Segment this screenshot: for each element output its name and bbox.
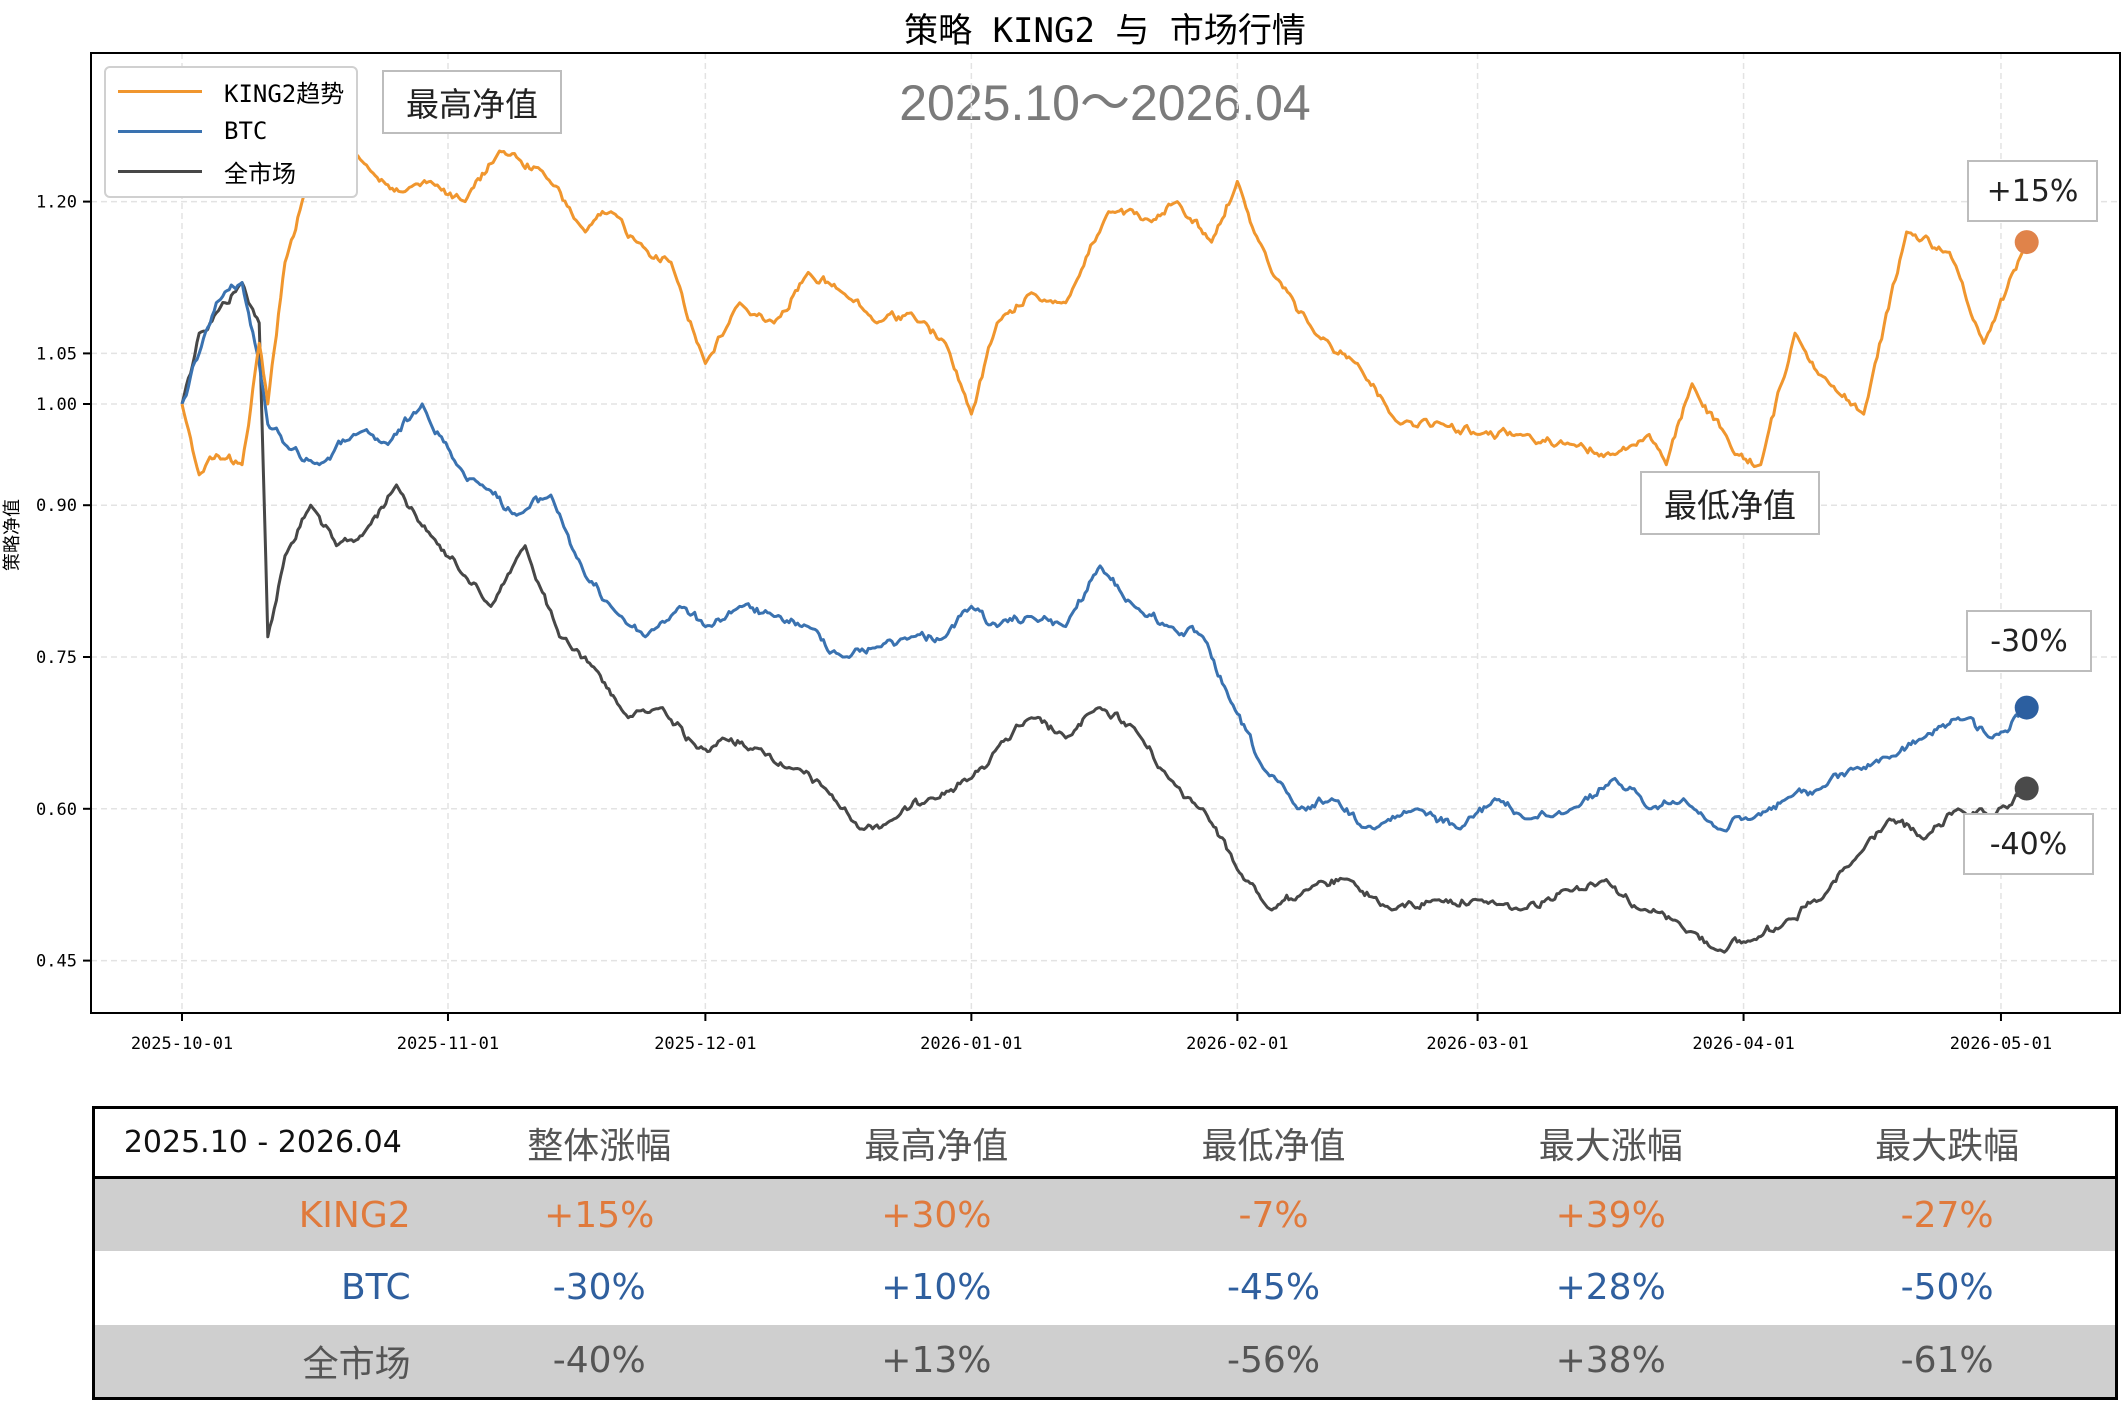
stats-cell: +30% (881, 1194, 992, 1236)
stats-cell: +10% (881, 1267, 992, 1309)
legend-item-king2: KING2趋势 (118, 76, 345, 108)
annotation-high-nav: 最高净值 (382, 70, 562, 134)
stats-header-cell: 最大跌幅 (1779, 1107, 2117, 1179)
chart-subtitle: 2025.10～2026.04 (899, 75, 1310, 131)
stats-cell: -30% (552, 1267, 646, 1309)
plot-frame (90, 52, 2121, 1014)
legend-swatch-king2 (118, 89, 202, 93)
stats-cell: -40% (552, 1340, 646, 1382)
stats-cell: -56% (1227, 1340, 1321, 1382)
stats-cell: +28% (1555, 1267, 1666, 1309)
stats-cell: -50% (1900, 1267, 1994, 1309)
stats-cell: -45% (1227, 1267, 1321, 1309)
stats-header-cell: 最低净值 (1104, 1107, 1443, 1179)
end-marker-king2 (2014, 230, 2039, 255)
x-tick-label: 2026-04-01 (1692, 1034, 1794, 1054)
stats-cell: -61% (1900, 1340, 1994, 1382)
x-tick-label: 2025-10-01 (131, 1034, 233, 1054)
stats-cell: -7% (1238, 1194, 1309, 1236)
stats-table: 2025.10 - 2026.04 整体涨幅 最高净值 最低净值 最大涨幅 最大… (92, 1106, 2118, 1400)
chart-legend: KING2趋势 BTC 全市场 (104, 66, 358, 198)
y-tick-label: 0.60 (36, 800, 77, 820)
stats-cell: +13% (881, 1340, 992, 1382)
y-tick-label: 1.00 (36, 395, 77, 415)
legend-item-market: 全市场 (118, 156, 296, 188)
legend-label-market: 全市场 (224, 159, 296, 188)
end-marker-market (2014, 776, 2039, 801)
stats-period: 2025.10 - 2026.04 (93, 1107, 431, 1179)
x-tick-label: 2025-12-01 (654, 1034, 756, 1054)
stats-row-king2: KING2 +15% +30% -7% +39% -27% (93, 1177, 2117, 1252)
series-line-king2 (180, 136, 2029, 477)
chart-title: 策略 KING2 与 市场行情 (904, 11, 1306, 51)
end-marker-btc (2014, 695, 2039, 720)
annotation-end-king2: +15% (1967, 160, 2098, 222)
legend-swatch-btc (118, 129, 202, 133)
stats-header-cell: 最大涨幅 (1442, 1107, 1780, 1179)
stats-header-cell: 整体涨幅 (430, 1107, 768, 1179)
y-tick-label: 0.75 (36, 648, 77, 668)
stats-row-market: 全市场 -40% +13% -56% +38% -61% (93, 1324, 2117, 1399)
y-tick-label: 0.45 (36, 952, 77, 972)
stats-cell: +39% (1555, 1194, 1666, 1236)
stats-row-label: BTC (340, 1267, 411, 1309)
stats-cell: +38% (1555, 1340, 1666, 1382)
stats-header-cell: 最高净值 (767, 1107, 1105, 1179)
annotation-low-nav: 最低净值 (1640, 471, 1820, 535)
legend-label-btc: BTC (224, 117, 268, 145)
legend-item-btc: BTC (118, 116, 267, 146)
stats-row-btc: BTC -30% +10% -45% +28% -50% (94, 1251, 2117, 1325)
x-tick-label: 2026-05-01 (1950, 1034, 2052, 1054)
stats-row-label: KING2 (298, 1194, 411, 1236)
stats-row-label: 全市场 (302, 1343, 411, 1385)
x-tick-label: 2026-03-01 (1426, 1034, 1528, 1054)
annotation-end-market: -40% (1963, 813, 2094, 875)
x-tick-label: 2026-01-01 (920, 1034, 1022, 1054)
x-tick-label: 2026-02-01 (1186, 1034, 1288, 1054)
legend-swatch-market (118, 169, 202, 173)
y-tick-label: 0.90 (36, 496, 77, 516)
y-tick-label: 1.05 (36, 344, 77, 364)
legend-label-king2: KING2趋势 (224, 79, 345, 108)
series-line-market (180, 281, 2028, 954)
stats-cell: -27% (1900, 1194, 1994, 1236)
y-tick-label: 1.20 (36, 193, 77, 213)
stats-header-row: 2025.10 - 2026.04 整体涨幅 最高净值 最低净值 最大涨幅 最大… (93, 1107, 2117, 1179)
x-tick-label: 2025-11-01 (397, 1034, 499, 1054)
y-axis-label: 策略净值 (2, 499, 23, 571)
series-line-btc (180, 281, 2028, 833)
annotation-end-btc: -30% (1966, 610, 2092, 672)
stats-cell: +15% (544, 1194, 655, 1236)
